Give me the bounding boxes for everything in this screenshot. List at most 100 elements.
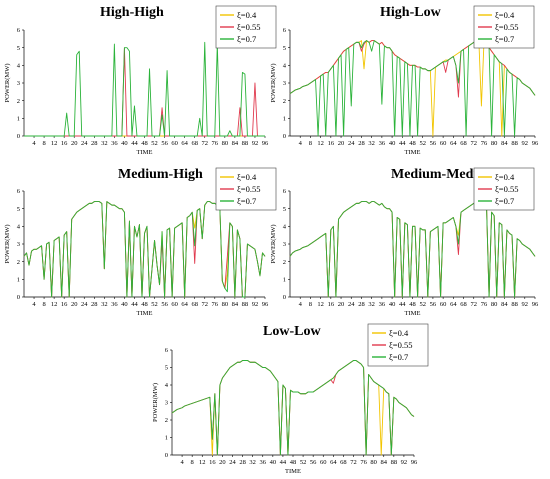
legend-label: ξ=0.55 (495, 184, 518, 194)
y-tick-label: 0 (17, 133, 20, 140)
y-tick-label: 5 (283, 45, 286, 52)
x-tick-label: 84 (501, 301, 508, 308)
x-tick-label: 4 (299, 140, 303, 147)
chart-title: High-High (100, 5, 164, 20)
x-tick-label: 16 (61, 301, 68, 308)
x-tick-label: 28 (358, 140, 365, 147)
x-tick-label: 92 (252, 140, 259, 147)
x-tick-label: 72 (471, 140, 478, 147)
x-tick-label: 88 (242, 140, 249, 147)
series-line (23, 201, 266, 298)
x-tick-label: 16 (328, 301, 335, 308)
y-tick-label: 3 (165, 400, 168, 407)
x-tick-label: 52 (151, 301, 158, 308)
x-tick-label: 84 (501, 140, 508, 147)
x-tick-label: 52 (419, 301, 426, 308)
x-tick-label: 80 (491, 140, 498, 147)
x-tick-label: 32 (101, 140, 108, 147)
x-tick-label: 92 (522, 301, 529, 308)
x-tick-label: 40 (121, 301, 128, 308)
x-tick-label: 96 (262, 301, 269, 308)
legend-label: ξ=0.4 (237, 10, 257, 20)
series-line (171, 360, 415, 456)
y-tick-label: 1 (17, 277, 20, 284)
x-tick-label: 36 (111, 140, 118, 147)
x-tick-label: 64 (181, 301, 188, 308)
y-axis-label: POWER(MW) (270, 64, 277, 103)
x-tick-label: 8 (42, 140, 45, 147)
x-tick-label: 64 (450, 140, 457, 147)
x-tick-label: 60 (440, 140, 447, 147)
series-line (171, 360, 415, 456)
x-tick-label: 40 (121, 140, 128, 147)
x-tick-label: 4 (180, 459, 184, 466)
x-tick-label: 64 (330, 459, 337, 466)
x-tick-label: 28 (91, 140, 98, 147)
y-tick-label: 6 (17, 27, 21, 34)
series-line (289, 40, 536, 137)
x-tick-label: 12 (317, 140, 324, 147)
y-tick-label: 5 (283, 206, 286, 213)
y-tick-label: 2 (283, 98, 286, 105)
x-tick-label: 60 (171, 140, 178, 147)
x-tick-label: 60 (320, 459, 327, 466)
y-tick-label: 6 (283, 188, 287, 195)
x-tick-label: 8 (42, 301, 45, 308)
x-tick-label: 76 (360, 459, 367, 466)
x-tick-label: 36 (260, 459, 267, 466)
x-tick-label: 68 (191, 140, 198, 147)
x-tick-label: 68 (460, 140, 467, 147)
x-tick-label: 12 (317, 301, 324, 308)
y-tick-label: 3 (283, 80, 286, 87)
legend-label: ξ=0.7 (495, 196, 514, 206)
x-tick-label: 40 (389, 140, 396, 147)
chart-title: Medium-High (118, 167, 203, 182)
x-tick-label: 96 (532, 140, 539, 147)
y-tick-label: 4 (283, 224, 287, 231)
x-tick-label: 12 (51, 140, 58, 147)
y-axis-label: POWER(MW) (152, 383, 159, 422)
x-tick-label: 48 (141, 301, 148, 308)
x-tick-label: 52 (419, 140, 426, 147)
legend-label: ξ=0.4 (495, 10, 515, 20)
x-tick-label: 84 (232, 301, 239, 308)
x-tick-label: 88 (391, 459, 398, 466)
legend: ξ=0.4 ξ=0.55 ξ=0.7 (473, 5, 535, 49)
y-tick-label: 1 (283, 116, 286, 123)
x-tick-label: 40 (270, 459, 277, 466)
x-tick-label: 24 (81, 301, 88, 308)
x-tick-label: 20 (338, 301, 345, 308)
series-line (289, 201, 536, 298)
x-tick-label: 48 (290, 459, 297, 466)
x-tick-label: 56 (310, 459, 317, 466)
y-tick-label: 0 (283, 294, 286, 301)
x-tick-label: 24 (348, 140, 355, 147)
x-tick-label: 48 (409, 140, 416, 147)
x-tick-label: 24 (229, 459, 236, 466)
x-axis-label: TIME (137, 310, 153, 317)
y-tick-label: 0 (165, 452, 168, 459)
y-tick-label: 2 (165, 417, 168, 424)
x-tick-label: 80 (370, 459, 377, 466)
x-tick-label: 60 (440, 301, 447, 308)
legend: ξ=0.4 ξ=0.55 ξ=0.7 (367, 323, 429, 367)
x-tick-label: 88 (511, 301, 518, 308)
x-tick-label: 4 (299, 301, 303, 308)
x-tick-label: 44 (399, 140, 406, 147)
legend-label: ξ=0.7 (495, 34, 514, 44)
y-tick-label: 3 (17, 241, 20, 248)
x-tick-label: 4 (32, 140, 36, 147)
x-tick-label: 20 (219, 459, 226, 466)
x-tick-label: 32 (368, 301, 375, 308)
y-tick-label: 2 (17, 259, 20, 266)
x-tick-label: 32 (249, 459, 256, 466)
x-tick-label: 64 (181, 140, 188, 147)
x-tick-label: 32 (368, 140, 375, 147)
chart-title: Medium-Medium (391, 167, 497, 182)
x-tick-label: 36 (379, 301, 386, 308)
legend-label: ξ=0.55 (389, 340, 412, 350)
